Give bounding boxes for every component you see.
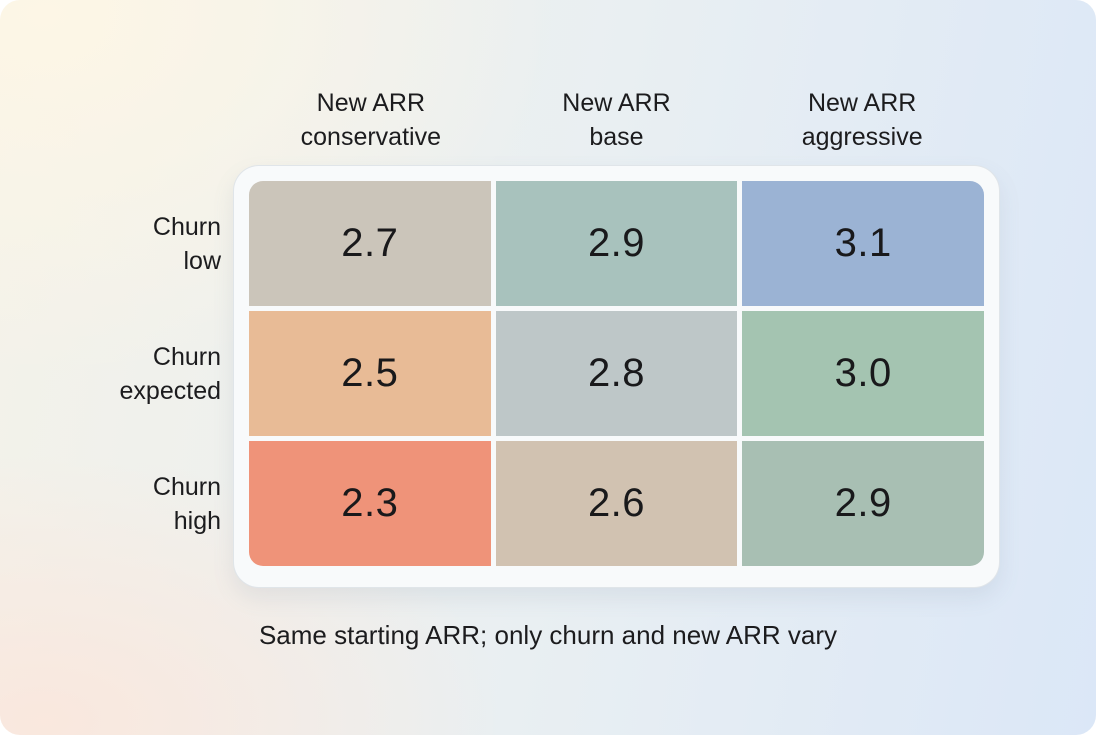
- heatmap-frame: 2.7 2.9 3.1 2.5 2.8 3.0 2.3 2.6: [233, 165, 1000, 588]
- cell-churn-expected-aggressive: 3.0: [742, 311, 984, 436]
- row-header-line: high: [173, 506, 221, 535]
- cell-value: 2.5: [341, 351, 399, 395]
- chart-layout: New ARR conservative New ARR base New AR…: [0, 86, 1000, 588]
- cell-value: 3.0: [834, 351, 892, 395]
- row-header-churn-low: Churn low: [0, 210, 221, 278]
- cell-churn-expected-conservative: 2.5: [249, 311, 491, 436]
- cell-value: 2.6: [587, 481, 646, 525]
- column-headers: New ARR conservative New ARR base New AR…: [233, 86, 1000, 154]
- column-header-conservative: New ARR conservative: [248, 86, 494, 154]
- corner-spacer: [0, 86, 233, 165]
- column-header-line: base: [589, 123, 644, 151]
- column-header-line: aggressive: [801, 123, 923, 151]
- cell-value: 2.8: [587, 351, 646, 395]
- row-header-line: Churn: [152, 212, 221, 241]
- chart-caption: Same starting ARR; only churn and new AR…: [258, 620, 838, 650]
- cell-churn-low-aggressive: 3.1: [742, 181, 984, 306]
- cell-value: 3.1: [834, 221, 892, 265]
- row-headers: Churn low Churn expected Churn high: [0, 165, 233, 588]
- column-header-line: conservative: [300, 123, 441, 151]
- cell-churn-low-base: 2.9: [495, 181, 738, 306]
- cell-churn-low-conservative: 2.7: [249, 181, 491, 306]
- column-header-line: New ARR: [562, 89, 671, 117]
- row-header-line: low: [183, 246, 221, 275]
- cell-churn-expected-base: 2.8: [495, 311, 738, 436]
- cell-value: 2.9: [587, 221, 646, 265]
- cell-churn-high-base: 2.6: [495, 441, 738, 566]
- row-header-churn-expected: Churn expected: [0, 340, 221, 408]
- row-header-line: Churn: [152, 342, 221, 371]
- column-header-base: New ARR base: [494, 86, 740, 154]
- row-header-line: expected: [119, 376, 221, 405]
- row-header-churn-high: Churn high: [0, 470, 221, 538]
- cell-value: 2.9: [834, 481, 892, 525]
- cell-churn-high-conservative: 2.3: [249, 441, 491, 566]
- row-header-line: Churn: [152, 472, 221, 501]
- cell-value: 2.3: [341, 481, 399, 525]
- column-header-aggressive: New ARR aggressive: [739, 86, 985, 154]
- cell-value: 2.7: [341, 221, 399, 265]
- cell-churn-high-aggressive: 2.9: [742, 441, 984, 566]
- column-header-line: New ARR: [807, 89, 917, 117]
- column-header-line: New ARR: [316, 89, 426, 117]
